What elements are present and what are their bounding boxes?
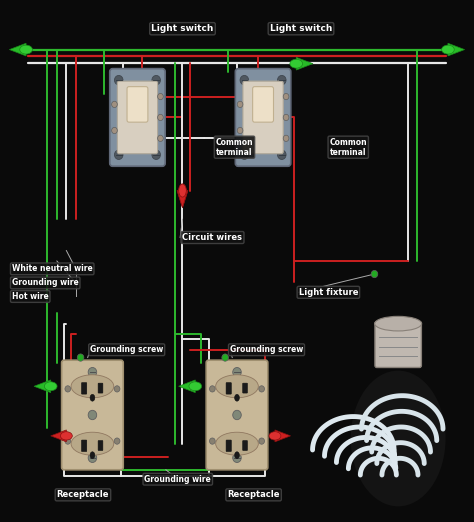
Circle shape	[114, 150, 123, 159]
FancyBboxPatch shape	[243, 81, 283, 153]
Circle shape	[240, 150, 248, 159]
Text: Circuit wires: Circuit wires	[182, 233, 243, 242]
Circle shape	[88, 367, 97, 377]
Ellipse shape	[179, 184, 186, 197]
Polygon shape	[179, 380, 195, 393]
FancyBboxPatch shape	[243, 441, 247, 450]
Circle shape	[277, 150, 286, 159]
Circle shape	[259, 438, 264, 444]
FancyBboxPatch shape	[226, 383, 231, 394]
Circle shape	[233, 453, 241, 462]
Polygon shape	[51, 430, 66, 442]
Polygon shape	[448, 43, 465, 56]
Circle shape	[157, 114, 163, 121]
FancyBboxPatch shape	[62, 360, 123, 470]
Circle shape	[152, 76, 160, 85]
Circle shape	[88, 410, 97, 420]
FancyBboxPatch shape	[206, 360, 268, 470]
Ellipse shape	[235, 452, 239, 459]
Text: Common
terminal: Common terminal	[329, 137, 367, 157]
Circle shape	[65, 438, 71, 444]
Ellipse shape	[20, 45, 32, 54]
Circle shape	[283, 135, 289, 141]
Circle shape	[233, 367, 241, 377]
Circle shape	[114, 386, 120, 392]
FancyBboxPatch shape	[226, 440, 231, 452]
Polygon shape	[34, 380, 51, 393]
FancyBboxPatch shape	[98, 441, 103, 450]
Circle shape	[152, 150, 160, 159]
Text: Grounding screw: Grounding screw	[90, 345, 164, 354]
Circle shape	[88, 453, 97, 462]
Ellipse shape	[179, 184, 186, 197]
FancyBboxPatch shape	[109, 68, 165, 166]
Circle shape	[283, 114, 289, 121]
Circle shape	[237, 127, 243, 134]
Polygon shape	[177, 191, 188, 208]
FancyBboxPatch shape	[82, 383, 87, 394]
Polygon shape	[296, 57, 313, 70]
Circle shape	[157, 93, 163, 100]
Text: Grounding wire: Grounding wire	[12, 278, 79, 288]
FancyBboxPatch shape	[253, 87, 273, 122]
Text: Receptacle: Receptacle	[57, 490, 109, 500]
Circle shape	[240, 76, 248, 85]
Circle shape	[259, 386, 264, 392]
Circle shape	[111, 101, 117, 108]
Circle shape	[157, 135, 163, 141]
FancyBboxPatch shape	[98, 383, 103, 393]
Circle shape	[65, 386, 71, 392]
Circle shape	[210, 386, 215, 392]
Ellipse shape	[351, 371, 446, 506]
Circle shape	[77, 354, 84, 361]
FancyBboxPatch shape	[82, 440, 87, 452]
Text: Hot wire: Hot wire	[12, 292, 49, 301]
Ellipse shape	[374, 316, 422, 331]
Ellipse shape	[216, 375, 258, 398]
Ellipse shape	[290, 59, 302, 68]
Ellipse shape	[60, 432, 73, 440]
Ellipse shape	[235, 395, 239, 401]
Ellipse shape	[90, 452, 95, 459]
Text: White neutral wire: White neutral wire	[12, 264, 92, 274]
Text: Grounding wire: Grounding wire	[145, 474, 211, 484]
Polygon shape	[9, 43, 26, 56]
Circle shape	[114, 438, 120, 444]
Text: Receptacle: Receptacle	[228, 490, 280, 500]
Circle shape	[371, 270, 378, 278]
Circle shape	[114, 76, 123, 85]
Text: Light switch: Light switch	[151, 24, 214, 33]
Ellipse shape	[71, 375, 114, 398]
FancyBboxPatch shape	[236, 68, 291, 166]
FancyBboxPatch shape	[375, 322, 421, 367]
Ellipse shape	[216, 432, 258, 455]
Text: Grounding screw: Grounding screw	[230, 345, 303, 354]
Circle shape	[210, 438, 215, 444]
FancyBboxPatch shape	[243, 383, 247, 393]
Polygon shape	[177, 191, 188, 208]
Circle shape	[222, 354, 228, 361]
Circle shape	[111, 127, 117, 134]
Ellipse shape	[71, 432, 114, 455]
Circle shape	[283, 93, 289, 100]
Ellipse shape	[269, 432, 281, 440]
Text: Light switch: Light switch	[270, 24, 332, 33]
FancyBboxPatch shape	[117, 81, 157, 153]
Ellipse shape	[90, 395, 95, 401]
Ellipse shape	[45, 382, 57, 391]
Text: Light fixture: Light fixture	[299, 288, 358, 297]
Text: Common
terminal: Common terminal	[216, 137, 253, 157]
Circle shape	[237, 101, 243, 108]
Circle shape	[277, 76, 286, 85]
Ellipse shape	[189, 382, 201, 391]
Circle shape	[233, 410, 241, 420]
FancyBboxPatch shape	[127, 87, 148, 122]
Polygon shape	[275, 430, 291, 442]
Ellipse shape	[442, 45, 454, 54]
